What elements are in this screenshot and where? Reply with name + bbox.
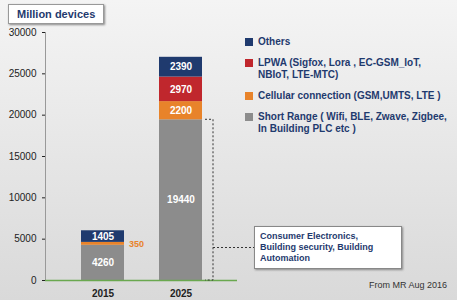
html-text:Others: Others [258, 36, 291, 47]
svg-text:2025: 2025 [170, 288, 193, 299]
svg-text:19440: 19440 [167, 194, 195, 205]
html-text:Million devices: Million devices [17, 8, 96, 20]
svg-text:4260: 4260 [92, 257, 115, 268]
html-text:From MR Aug 2016: From MR Aug 2016 [369, 280, 447, 290]
svg-text:15000: 15000 [9, 151, 37, 162]
svg-text:20000: 20000 [9, 109, 37, 120]
svg-text:2015: 2015 [92, 288, 115, 299]
html-text:Consumer Electronics, Building: Consumer Electronics, Building security,… [260, 231, 374, 263]
svg-text:1405: 1405 [92, 231, 115, 242]
svg-text:10000: 10000 [9, 192, 37, 203]
svg-text:2970: 2970 [170, 84, 193, 95]
svg-text:0: 0 [31, 275, 37, 286]
svg-text:2200: 2200 [170, 105, 193, 116]
html-text:Short Range ( Wifi, BLE, Zwave: Short Range ( Wifi, BLE, Zwave, Zigbee, … [258, 111, 447, 134]
svg-text:25000: 25000 [9, 68, 37, 79]
svg-text:5000: 5000 [14, 233, 37, 244]
svg-text:30000: 30000 [9, 27, 37, 38]
svg-text:350: 350 [129, 239, 144, 249]
svg-text:2390: 2390 [170, 61, 193, 72]
html-text:LPWA (Sigfox, Lora , EC-GSM_Io: LPWA (Sigfox, Lora , EC-GSM_IoT, NBIoT, … [258, 57, 421, 80]
html-text:Cellular connection (GSM,UMTS,: Cellular connection (GSM,UMTS, LTE ) [258, 90, 441, 101]
